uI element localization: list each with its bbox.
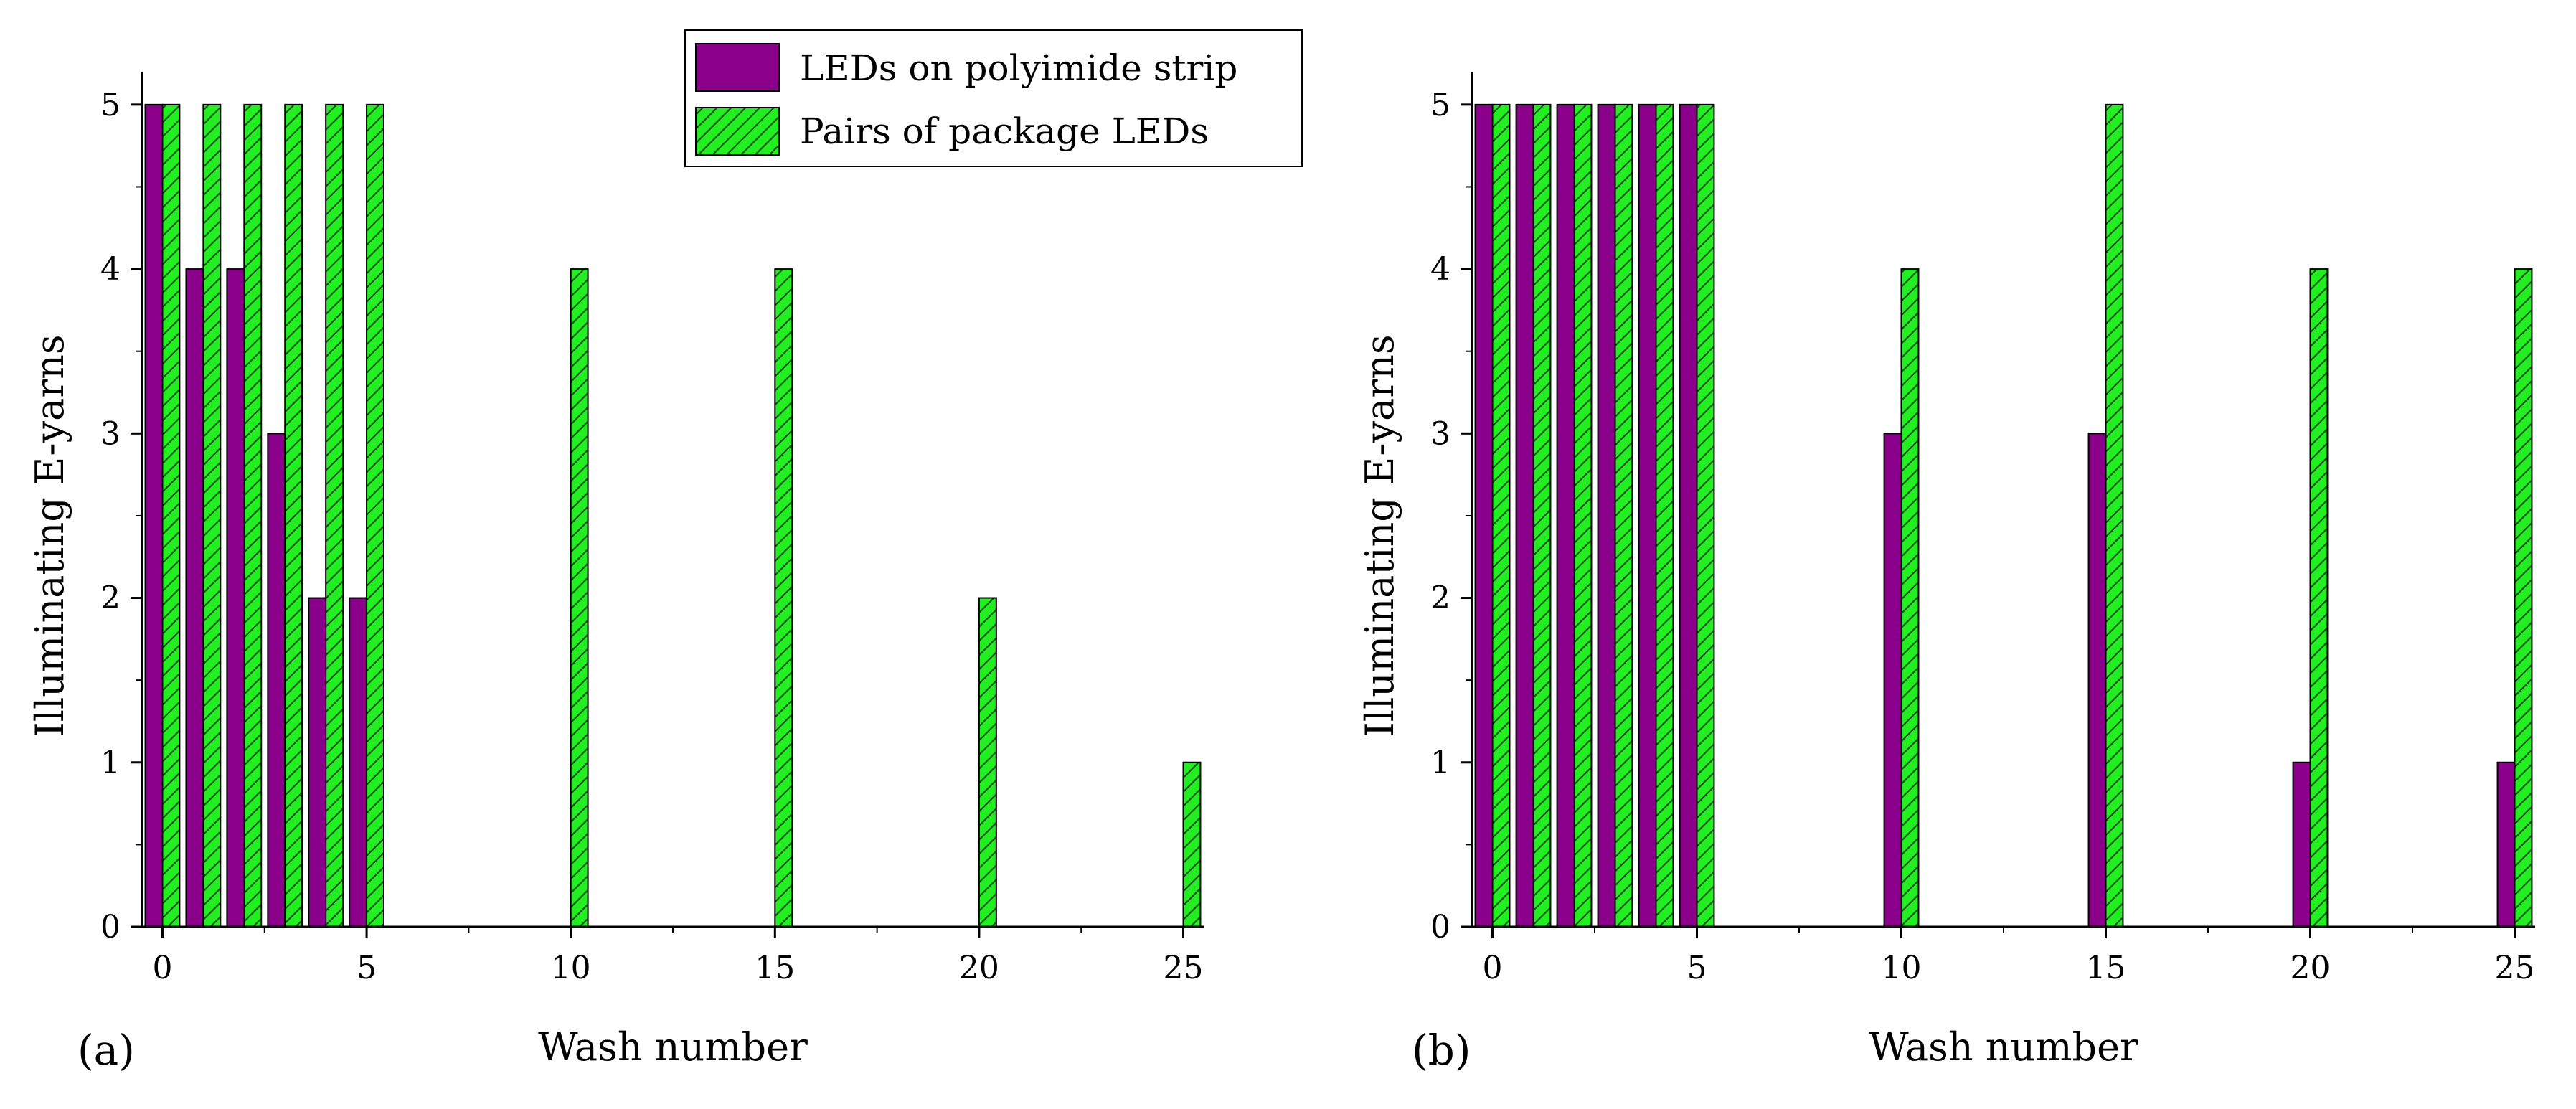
axes-group: 0 1 2 3 4 5 0 5 10 15 20 25	[100, 72, 1204, 986]
bar-package-leds-wash-4	[325, 103, 344, 928]
chart-panel-b: 0 1 2 3 4 5 0 5 10 15 20 25 Illuminating E-yarns Wa…	[1357, 72, 2535, 1075]
y-tick-label: 3	[1430, 415, 1450, 452]
bar-package-leds-wash-20	[978, 597, 997, 928]
bar-package-leds-wash-10	[570, 268, 589, 928]
legend-frame	[684, 29, 1303, 167]
y-tick-label: 4	[100, 251, 121, 288]
bar-led-strip-wash-25	[2496, 761, 2516, 928]
bar-package-leds-wash-5	[1696, 103, 1715, 928]
bar-led-strip-wash-2	[226, 268, 245, 928]
x-axis-title: Wash number	[1869, 1024, 2138, 1070]
bar-led-strip-wash-5	[349, 597, 368, 928]
y-tick-label: 3	[100, 415, 121, 452]
bar-package-leds-wash-0	[161, 103, 181, 928]
bar-package-leds-wash-0	[1491, 103, 1511, 928]
y-tick-label: 0	[100, 909, 121, 945]
axes-group: 0 1 2 3 4 5 0 5 10 15 20 25	[1430, 72, 2535, 986]
bar-package-leds-wash-25	[1182, 761, 1202, 928]
legend-label-package-leds: Pairs of package LEDs	[800, 110, 1209, 152]
y-tick-label: 5	[1430, 87, 1450, 123]
chart-panel-a: 0 1 2 3 4 5 0 5 10 15 20 25 Illuminating E-yarns Wa…	[27, 29, 1303, 1075]
legend-swatch-package-leds	[695, 107, 780, 156]
bar-package-leds-wash-5	[366, 103, 384, 928]
x-axis-title: Wash number	[538, 1024, 808, 1070]
bar-led-strip-wash-4	[308, 597, 327, 928]
y-tick-label: 0	[1430, 909, 1450, 945]
bar-led-strip-wash-20	[2292, 761, 2311, 928]
bar-package-leds-wash-25	[2514, 268, 2533, 928]
y-axis-title: Illuminating E-yarns	[27, 334, 72, 737]
x-tick-label: 5	[1687, 950, 1707, 986]
legend-label-led-strip: LEDs on polyimide strip	[800, 47, 1237, 89]
panel-label: (a)	[77, 1026, 135, 1075]
bar-led-strip-wash-5	[1679, 103, 1698, 928]
x-tick-label: 10	[1882, 950, 1922, 986]
y-tick-label: 2	[100, 580, 121, 617]
legend: LEDs on polyimide strip Pairs of package…	[684, 29, 1303, 167]
bar-package-leds-wash-20	[2309, 268, 2329, 928]
bar-package-leds-wash-4	[1655, 103, 1674, 928]
x-tick-label: 15	[2086, 950, 2126, 986]
bar-package-leds-wash-1	[1532, 103, 1552, 928]
bar-led-strip-wash-1	[185, 268, 204, 928]
bar-package-leds-wash-2	[1573, 103, 1593, 928]
y-tick-label: 1	[100, 745, 121, 781]
bar-package-leds-wash-3	[1614, 103, 1633, 928]
bar-package-leds-wash-1	[202, 103, 222, 928]
x-tick-label: 20	[2290, 950, 2331, 986]
x-tick-label: 25	[1164, 950, 1204, 986]
bar-led-strip-wash-2	[1556, 103, 1575, 928]
bar-led-strip-wash-15	[2087, 433, 2107, 928]
y-axis-title: Illuminating E-yarns	[1357, 334, 1402, 737]
bar-package-leds-wash-2	[243, 103, 263, 928]
y-tick-label: 5	[100, 87, 121, 123]
x-tick-label: 15	[755, 950, 795, 986]
bar-led-strip-wash-3	[1597, 103, 1616, 928]
y-tick-label: 1	[1430, 745, 1450, 781]
bar-led-strip-wash-4	[1638, 103, 1657, 928]
bars-group	[1474, 103, 2533, 928]
legend-swatch-led-strip	[695, 43, 780, 92]
bar-led-strip-wash-0	[144, 103, 164, 928]
y-tick-label: 2	[1430, 580, 1450, 617]
bar-led-strip-wash-1	[1515, 103, 1534, 928]
bar-led-strip-wash-3	[267, 433, 286, 928]
panel-label: (b)	[1412, 1026, 1471, 1075]
x-tick-label: 25	[2495, 950, 2535, 986]
x-tick-label: 10	[551, 950, 591, 986]
x-tick-label: 0	[1483, 950, 1503, 986]
y-tick-label: 4	[1430, 251, 1450, 288]
x-tick-label: 0	[152, 950, 172, 986]
bar-package-leds-wash-3	[284, 103, 303, 928]
bar-led-strip-wash-10	[1883, 433, 1902, 928]
bar-led-strip-wash-0	[1474, 103, 1494, 928]
bar-package-leds-wash-15	[774, 268, 793, 928]
bars-group	[144, 103, 1202, 928]
bar-package-leds-wash-10	[1900, 268, 1920, 928]
x-tick-label: 20	[959, 950, 999, 986]
bar-package-leds-wash-15	[2105, 103, 2124, 928]
x-tick-label: 5	[357, 950, 377, 986]
